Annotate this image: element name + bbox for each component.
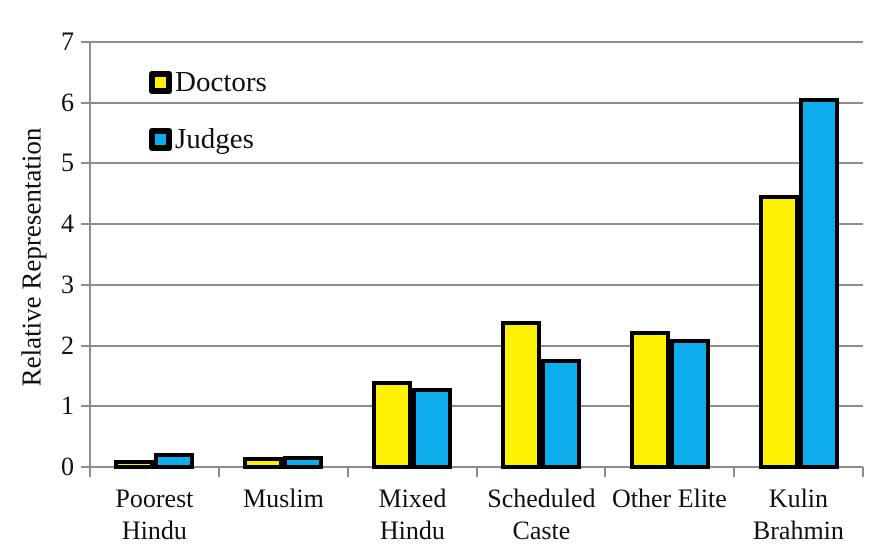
category-label-line: Poorest — [115, 484, 194, 513]
judges-swatch-fill — [155, 133, 166, 145]
x-axis-tick — [733, 467, 736, 477]
category-label-muslim: Muslim — [204, 483, 363, 515]
y-tick-label-2: 2 — [61, 330, 74, 360]
y-axis-tick-3 — [81, 283, 90, 286]
doctors-swatch-fill — [155, 76, 166, 88]
category-label-line: Mixed — [378, 484, 447, 513]
bar-doctors-other-elite — [630, 330, 670, 469]
bar-doctors-poorest-hindu — [114, 460, 154, 469]
category-label-other-elite: Other Elite — [590, 483, 749, 515]
category-label-line: Brahmin — [752, 516, 844, 545]
x-axis-tick — [475, 467, 478, 477]
category-label-line: Kulin — [768, 484, 829, 513]
category-label-line: Hindu — [379, 516, 445, 545]
gridline-6 — [90, 101, 863, 104]
y-tick-label-5: 5 — [61, 148, 74, 178]
y-tick-label-4: 4 — [61, 209, 74, 239]
gridline-1 — [90, 405, 863, 408]
bar-judges-muslim — [283, 455, 323, 469]
y-axis-tick-2 — [81, 344, 90, 347]
y-axis-tick-1 — [81, 405, 90, 408]
gridline-7 — [90, 41, 863, 43]
bar-doctors-kulin-brahmin — [759, 194, 799, 469]
gridline-5 — [90, 162, 863, 165]
category-label-poorest-hindu: Poorest Hindu — [75, 483, 234, 547]
judges-swatch-icon — [149, 127, 172, 151]
y-axis-tick-0 — [81, 466, 90, 468]
gridline-4 — [90, 223, 863, 226]
bar-judges-scheduled-caste — [541, 358, 581, 469]
y-axis-tick-4 — [81, 223, 90, 226]
y-tick-label-1: 1 — [61, 391, 74, 421]
gridline-2 — [90, 344, 863, 347]
x-axis-tick — [862, 467, 864, 477]
category-label-kulin-brahmin: Kulin Brahmin — [719, 483, 878, 547]
y-axis-tick-6 — [81, 101, 90, 104]
y-tick-label-0: 0 — [61, 452, 74, 481]
x-axis-tick — [346, 467, 349, 477]
doctors-swatch-icon — [149, 70, 172, 94]
category-label-line: Scheduled — [487, 484, 596, 513]
x-axis-tick — [604, 467, 607, 477]
legend: Doctors Judges — [149, 66, 267, 155]
y-axis-tick-7 — [81, 41, 90, 43]
legend-label-judges: Judges — [175, 123, 254, 155]
legend-item-doctors: Doctors — [149, 66, 267, 98]
category-label-line: Muslim — [242, 484, 324, 513]
y-axis-tick-5 — [81, 162, 90, 165]
bar-judges-mixed-hindu — [412, 387, 452, 469]
legend-label-doctors: Doctors — [175, 66, 267, 98]
bar-judges-poorest-hindu — [154, 453, 194, 469]
bar-judges-other-elite — [670, 339, 710, 469]
bar-doctors-mixed-hindu — [372, 380, 412, 469]
x-axis-tick — [89, 467, 91, 477]
bar-doctors-muslim — [243, 457, 283, 469]
y-axis-line — [89, 42, 91, 469]
legend-item-judges: Judges — [149, 123, 267, 155]
bar-doctors-scheduled-caste — [501, 321, 541, 469]
y-tick-label-7: 7 — [61, 27, 74, 56]
bar-judges-kulin-brahmin — [799, 97, 839, 469]
y-tick-label-3: 3 — [61, 269, 74, 299]
category-label-line: Other Elite — [612, 484, 727, 513]
gridline-3 — [90, 283, 863, 286]
category-label-line: Hindu — [121, 516, 187, 545]
y-tick-label-6: 6 — [61, 87, 74, 117]
category-label-mixed-hindu: Mixed Hindu — [333, 483, 492, 547]
x-axis-tick — [217, 467, 220, 477]
category-label-line: Caste — [512, 516, 571, 545]
category-label-scheduled-caste: Scheduled Caste — [462, 483, 621, 547]
